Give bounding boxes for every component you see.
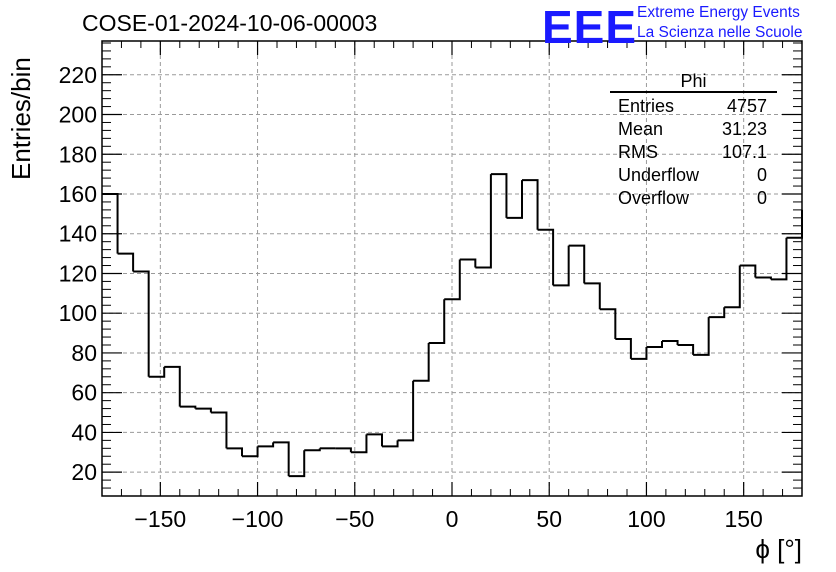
histogram-bin: [382, 440, 399, 448]
histogram-bin: [770, 237, 788, 281]
stats-key: RMS: [618, 142, 658, 162]
histogram-bin: [739, 264, 757, 278]
histogram-bin: [537, 228, 555, 286]
y-tick-label: 220: [59, 62, 97, 88]
x-tick-label: 0: [446, 506, 459, 532]
stats-value: 4757: [726, 96, 767, 116]
histogram-bin: [662, 340, 679, 345]
x-tick-label: 50: [536, 506, 562, 532]
stats-name: Phi: [610, 71, 777, 93]
stats-value: 107.1: [721, 142, 767, 162]
x-tick-label: −100: [232, 506, 284, 532]
histogram-bin: [693, 317, 710, 356]
histogram-bin: [708, 307, 726, 319]
histogram-bin: [117, 252, 135, 272]
histogram-bin: [413, 343, 430, 382]
histogram-bin: [475, 174, 492, 269]
histogram-bin: [568, 244, 586, 284]
histogram-bin: [226, 447, 243, 457]
stats-row-rms: RMS 107.1: [610, 141, 777, 164]
histogram-bin: [490, 173, 508, 218]
stats-key: Overflow: [618, 188, 690, 208]
y-tick-label: 180: [59, 141, 97, 167]
x-tick-label: 150: [724, 506, 762, 532]
y-tick-label: 100: [59, 300, 97, 326]
x-axis-ticks: −150 −100 −50 0 50 100 150: [101, 41, 803, 532]
histogram-bin: [397, 380, 415, 442]
histogram-bin: [724, 265, 741, 309]
logo-caption: Extreme Energy Events La Scienza nelle S…: [637, 3, 802, 43]
x-tick-label: −150: [134, 506, 186, 532]
stats-key: Underflow: [618, 165, 700, 185]
histogram-bin: [102, 192, 119, 254]
histogram-bin: [677, 343, 695, 355]
histogram-bin: [630, 346, 648, 360]
histogram-bin: [755, 276, 772, 280]
histogram-bin: [444, 259, 461, 301]
stats-value: 0: [756, 165, 767, 185]
histogram-bin: [615, 338, 632, 359]
histogram-bin: [350, 434, 368, 454]
y-tick-label: 160: [59, 181, 97, 207]
histogram-bin: [366, 433, 383, 447]
histogram-bin: [584, 282, 601, 310]
logo-line-2: La Scienza nelle Scuole: [637, 24, 803, 41]
x-tick-label: −50: [335, 506, 374, 532]
histogram-bin: [148, 366, 166, 378]
histogram-bin: [506, 180, 523, 219]
histogram-bin: [164, 365, 181, 407]
histogram-bin: [459, 258, 477, 268]
stats-row-entries: Entries 4757: [610, 95, 777, 118]
histogram-bin: [288, 450, 306, 478]
histogram-bin: [646, 341, 663, 348]
eee-logo: EEE: [542, 1, 638, 53]
histogram-bin: [242, 446, 259, 458]
y-axis-ticks: 20 40 60 80 100 120 140 160 180 200 220: [59, 42, 802, 489]
stats-value: 31.23: [721, 119, 767, 139]
y-tick-label: 120: [59, 260, 97, 286]
stats-row-overflow: Overflow 0: [610, 187, 777, 210]
y-tick-label: 200: [59, 102, 97, 128]
histogram-bin: [273, 441, 290, 477]
histogram-bin: [304, 448, 321, 452]
y-tick-label: 20: [71, 459, 97, 485]
logo-line-1: Extreme Energy Events: [637, 4, 800, 21]
y-tick-label: 60: [71, 380, 97, 406]
histogram-bin: [195, 407, 212, 413]
histogram-bin: [599, 308, 617, 340]
stats-key: Mean: [618, 119, 664, 139]
chart-title: COSE-01-2024-10-06-00003: [82, 10, 378, 36]
x-axis-label: ϕ [°]: [755, 534, 802, 564]
histogram-bin: [553, 245, 570, 287]
histogram-bin: [522, 179, 539, 230]
stats-row-mean: Mean 31.23: [610, 118, 777, 141]
histogram-bin: [210, 411, 228, 449]
y-axis-label: Entries/bin: [6, 57, 36, 180]
y-tick-label: 80: [71, 340, 97, 366]
histogram-bin: [335, 447, 352, 453]
x-tick-label: 100: [627, 506, 665, 532]
y-tick-label: 40: [71, 419, 97, 445]
histogram-bin: [257, 442, 275, 448]
histogram-bin: [428, 299, 446, 345]
stats-box: Phi Entries 4757 Mean 31.23 RMS 107.1 Un…: [610, 71, 777, 210]
stats-key: Entries: [618, 96, 675, 116]
stats-row-underflow: Underflow 0: [610, 164, 777, 187]
stats-value: 0: [756, 188, 767, 208]
gridlines: [102, 41, 802, 496]
histogram-bin: [133, 270, 150, 377]
y-tick-label: 140: [59, 221, 97, 247]
histogram-bin: [179, 405, 197, 409]
